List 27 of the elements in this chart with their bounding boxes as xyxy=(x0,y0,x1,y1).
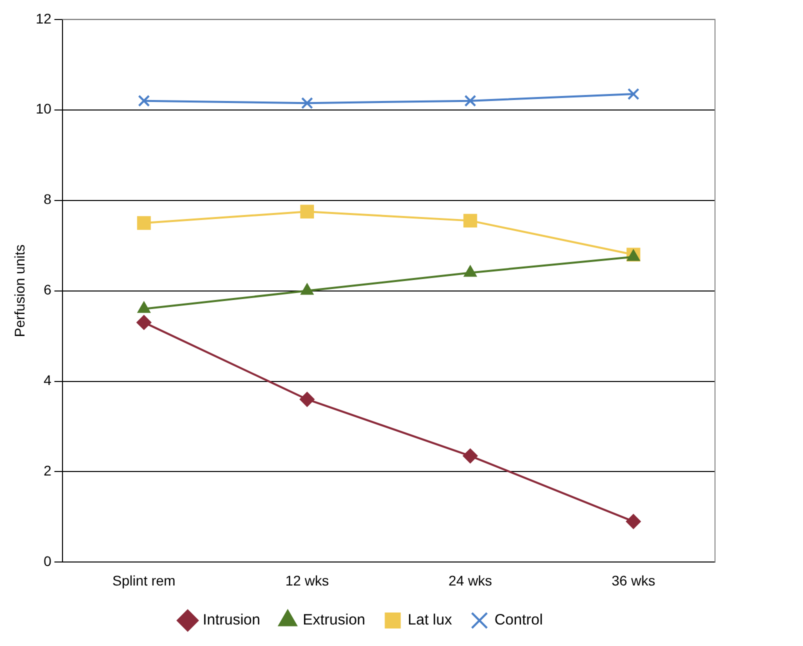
legend-label: Lat lux xyxy=(408,612,452,629)
y-tick-label: 12 xyxy=(36,10,52,26)
point xyxy=(627,88,640,100)
point xyxy=(464,94,476,107)
point xyxy=(462,448,478,464)
legend-label: Intrusion xyxy=(202,612,260,629)
y-tick-label: 2 xyxy=(44,462,52,479)
x-tick-label: Splint rem xyxy=(112,572,176,588)
y-axis-title: Perfusion units xyxy=(11,244,28,338)
y-tick-label: 8 xyxy=(44,191,52,208)
point xyxy=(463,214,478,228)
point xyxy=(138,94,150,107)
y-tick-label: 0 xyxy=(44,553,52,570)
legend-label: Control xyxy=(494,612,543,629)
point xyxy=(137,216,151,230)
point xyxy=(626,514,641,529)
x-tick-label: 24 wks xyxy=(448,572,492,588)
point xyxy=(300,392,315,407)
x-tick-label: 12 wks xyxy=(285,572,329,588)
point xyxy=(301,97,314,110)
y-tick-label: 4 xyxy=(44,372,52,388)
point xyxy=(300,204,314,219)
y-tick-label: 6 xyxy=(44,282,52,298)
y-tick-label: 10 xyxy=(36,100,52,117)
point xyxy=(136,314,152,330)
legend-label: Extrusion xyxy=(302,612,366,629)
x-tick-label: 36 wks xyxy=(612,572,656,588)
